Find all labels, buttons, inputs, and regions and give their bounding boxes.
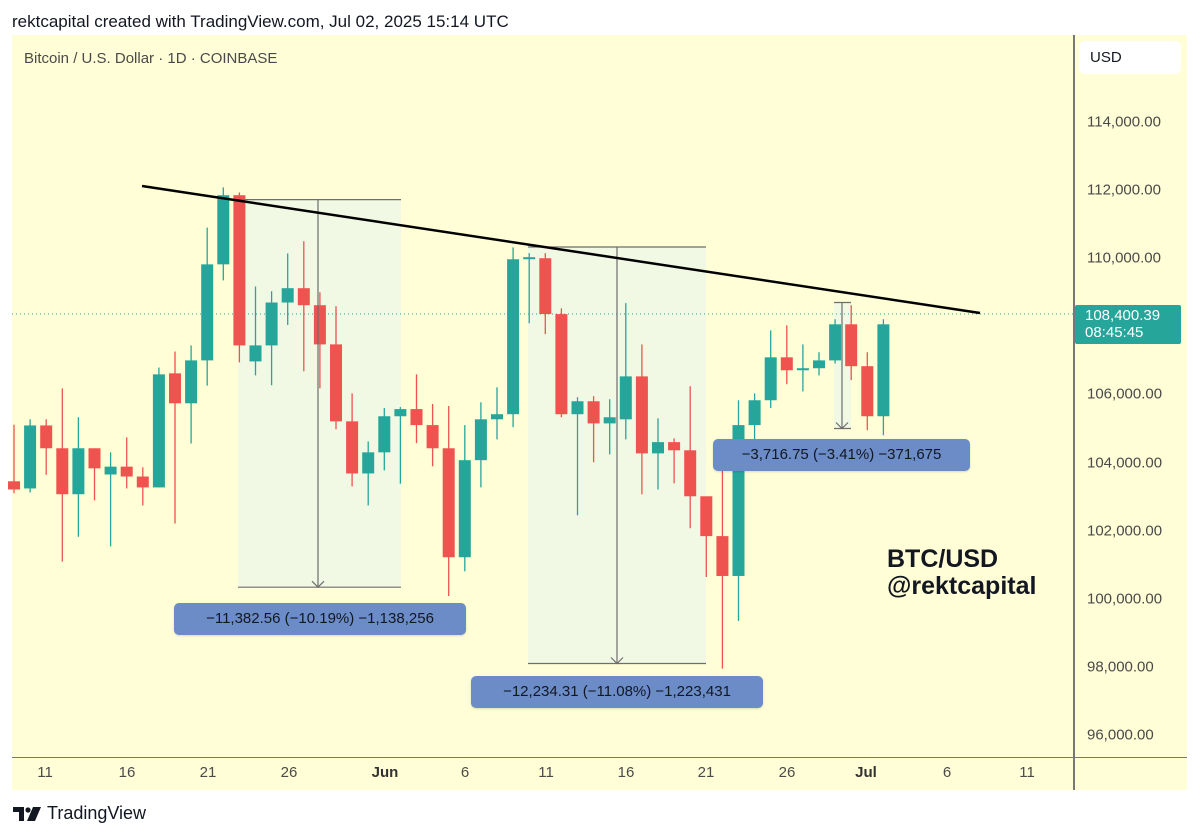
candle[interactable] bbox=[281, 253, 294, 325]
candle[interactable] bbox=[233, 192, 246, 363]
price-tick: 102,000.00 bbox=[1087, 522, 1163, 540]
candle[interactable] bbox=[24, 419, 37, 493]
trendline[interactable] bbox=[141, 184, 981, 315]
time-tick: 26 bbox=[280, 764, 298, 781]
candle[interactable] bbox=[491, 387, 503, 440]
candle[interactable] bbox=[152, 367, 165, 488]
candle[interactable] bbox=[668, 438, 681, 484]
candle[interactable] bbox=[780, 325, 793, 385]
candle[interactable] bbox=[104, 452, 117, 547]
candle[interactable] bbox=[169, 351, 181, 524]
candle[interactable] bbox=[120, 437, 133, 489]
time-tick: 26 bbox=[778, 764, 796, 781]
time-tick: Jul bbox=[855, 764, 877, 781]
price-tick: 110,000.00 bbox=[1087, 249, 1161, 267]
price-tick: 104,000.00 bbox=[1087, 454, 1163, 472]
candle[interactable] bbox=[539, 253, 552, 335]
candle[interactable] bbox=[796, 344, 809, 392]
time-tick: 11 bbox=[37, 764, 53, 781]
candle[interactable] bbox=[8, 424, 20, 494]
watermark-line-1: BTC/USD bbox=[887, 545, 999, 573]
time-tick: 21 bbox=[199, 764, 217, 781]
candle[interactable] bbox=[652, 418, 664, 490]
candle[interactable] bbox=[877, 319, 890, 436]
candle[interactable] bbox=[684, 386, 697, 529]
candle[interactable] bbox=[571, 397, 584, 516]
candles bbox=[8, 187, 890, 669]
candle[interactable] bbox=[700, 496, 713, 577]
candle[interactable] bbox=[330, 306, 342, 430]
candle[interactable] bbox=[410, 374, 423, 444]
time-tick: 21 bbox=[697, 764, 715, 781]
candle[interactable] bbox=[217, 187, 230, 281]
last-price-value: 108,400.39 bbox=[1085, 307, 1161, 324]
tradingview-brand: TradingView bbox=[47, 803, 147, 823]
candle[interactable] bbox=[297, 241, 310, 372]
candle[interactable] bbox=[40, 419, 53, 475]
time-axis-divider bbox=[12, 757, 1187, 758]
candle[interactable] bbox=[265, 291, 278, 386]
price-tick: 98,000.00 bbox=[1087, 658, 1154, 676]
candle[interactable] bbox=[507, 247, 520, 428]
price-tick: 106,000.00 bbox=[1087, 385, 1163, 403]
candle[interactable] bbox=[619, 303, 632, 440]
watermark-line-2: @rektcapital bbox=[887, 572, 1037, 600]
candle[interactable] bbox=[378, 408, 391, 471]
candle[interactable] bbox=[861, 352, 874, 431]
candle[interactable] bbox=[764, 330, 777, 409]
candle[interactable] bbox=[635, 344, 648, 495]
candle[interactable] bbox=[201, 227, 214, 386]
price-tick: 96,000.00 bbox=[1087, 726, 1154, 744]
time-tick: 11 bbox=[538, 764, 554, 781]
time-tick: Jun bbox=[371, 764, 399, 781]
measure-label-2[interactable]: −12,234.31 (−11.08%) −1,223,431 bbox=[471, 676, 763, 708]
time-tick: 6 bbox=[460, 764, 470, 781]
candle[interactable] bbox=[249, 286, 262, 376]
time-tick: 11 bbox=[1019, 764, 1035, 781]
candle[interactable] bbox=[732, 400, 745, 621]
candle[interactable] bbox=[523, 253, 536, 324]
candle[interactable] bbox=[474, 402, 487, 488]
candle[interactable] bbox=[845, 305, 858, 381]
candle[interactable] bbox=[88, 448, 101, 501]
last-price-badge: 108,400.39 08:45:45 bbox=[1075, 305, 1181, 344]
tradingview-logo[interactable]: TradingView bbox=[13, 803, 146, 824]
candle[interactable] bbox=[346, 393, 359, 487]
measure-label-1[interactable]: −11,382.56 (−10.19%) −1,138,256 bbox=[174, 603, 466, 635]
candle[interactable] bbox=[313, 292, 326, 389]
price-tick: 112,000.00 bbox=[1087, 181, 1161, 199]
symbol-legend[interactable]: Bitcoin / U.S. Dollar · 1D · COINBASE bbox=[24, 50, 278, 67]
candle[interactable] bbox=[813, 352, 825, 376]
candle[interactable] bbox=[56, 388, 69, 562]
candle[interactable] bbox=[458, 425, 471, 572]
price-axis-divider bbox=[1073, 35, 1075, 790]
candle[interactable] bbox=[394, 407, 407, 484]
countdown-timer: 08:45:45 bbox=[1085, 324, 1144, 341]
measure-label-3[interactable]: −3,716.75 (−3.41%) −371,675 bbox=[713, 439, 970, 471]
watermark-text: BTC/USD @rektcapital bbox=[887, 546, 1036, 600]
candle[interactable] bbox=[362, 441, 375, 506]
candle[interactable] bbox=[72, 417, 85, 537]
tradingview-logo-icon bbox=[13, 806, 41, 821]
time-tick: 6 bbox=[942, 764, 952, 781]
attribution-header: rektcapital created with TradingView.com… bbox=[12, 12, 509, 31]
time-tick: 16 bbox=[118, 764, 136, 781]
time-tick: 16 bbox=[617, 764, 635, 781]
candle[interactable] bbox=[555, 308, 568, 418]
candle[interactable] bbox=[442, 406, 455, 597]
candle[interactable] bbox=[603, 399, 616, 455]
measure-arrows bbox=[238, 199, 851, 665]
candle[interactable] bbox=[136, 467, 149, 506]
candle[interactable] bbox=[716, 464, 729, 669]
price-tick: 114,000.00 bbox=[1087, 113, 1161, 131]
candle[interactable] bbox=[426, 403, 439, 467]
candle[interactable] bbox=[587, 396, 600, 463]
currency-button[interactable]: USD bbox=[1079, 41, 1181, 74]
measure-box bbox=[238, 199, 401, 588]
candle[interactable] bbox=[829, 319, 842, 364]
price-tick: 100,000.00 bbox=[1087, 590, 1163, 608]
candle[interactable] bbox=[185, 345, 198, 444]
